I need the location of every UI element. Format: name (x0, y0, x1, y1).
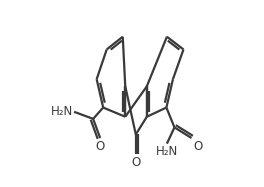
Text: O: O (131, 156, 140, 169)
Text: H₂N: H₂N (156, 145, 178, 158)
Text: O: O (96, 140, 105, 153)
Text: H₂N: H₂N (50, 105, 73, 118)
Text: O: O (193, 140, 202, 153)
